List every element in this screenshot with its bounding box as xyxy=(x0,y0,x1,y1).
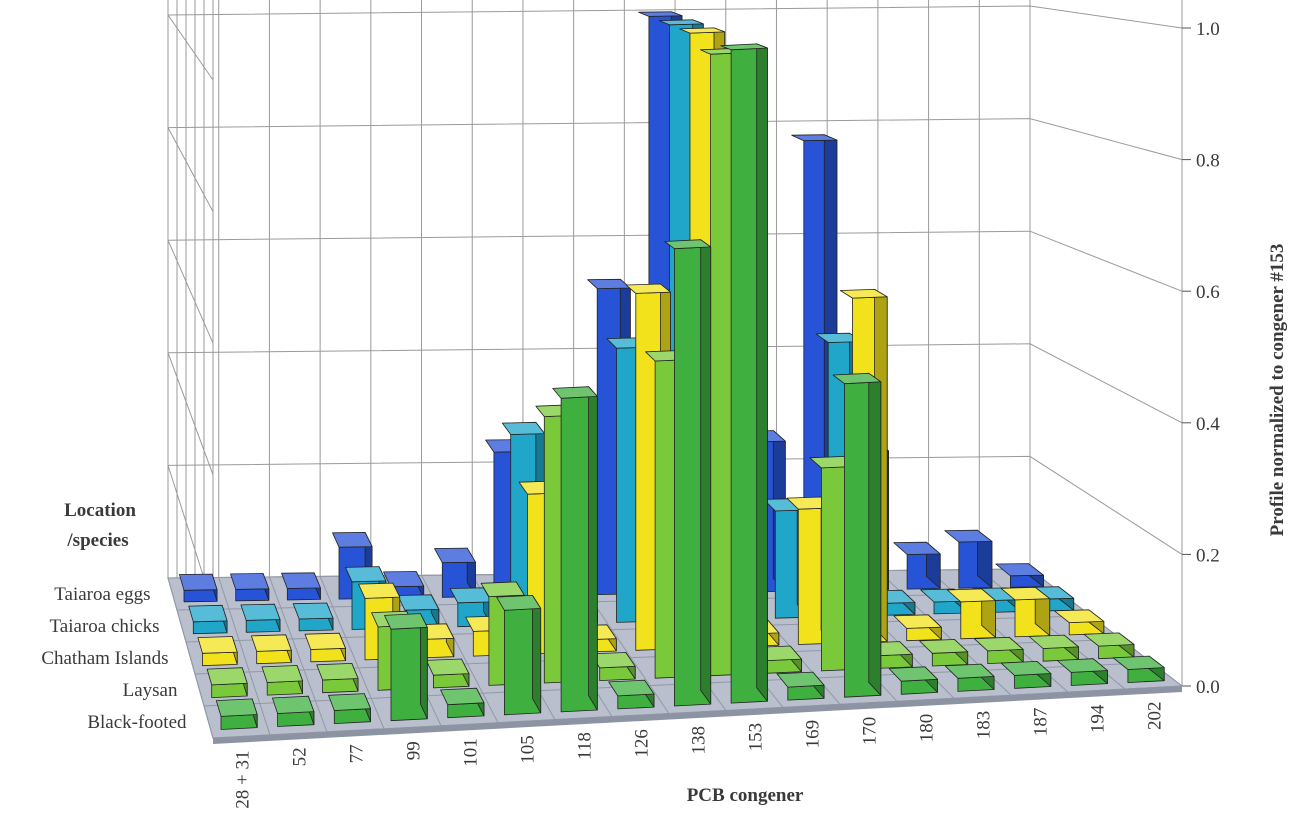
x-tick-label: 169 xyxy=(803,720,824,749)
bar xyxy=(944,529,993,589)
bar xyxy=(250,634,292,665)
x-tick-label: 170 xyxy=(860,717,881,746)
y-tick-label: 0.6 xyxy=(1196,282,1220,303)
floor-gridline xyxy=(268,576,328,733)
bar xyxy=(292,602,334,632)
x-tick-label: 99 xyxy=(404,741,425,760)
x-tick-label: 194 xyxy=(1088,704,1109,733)
bar xyxy=(893,614,942,642)
bar xyxy=(1000,586,1051,638)
y-tick-label: 0.4 xyxy=(1196,414,1220,435)
x-tick-label: 118 xyxy=(575,732,596,760)
bar xyxy=(316,663,359,694)
x-tick-label: 183 xyxy=(974,711,995,740)
bar xyxy=(995,563,1044,588)
bar xyxy=(552,386,598,713)
bar xyxy=(178,573,218,603)
series-label: Black-footed xyxy=(87,712,187,733)
bar xyxy=(281,572,321,601)
bar xyxy=(328,693,372,724)
x-tick-label: 52 xyxy=(290,747,311,766)
bar xyxy=(973,636,1024,664)
y-axis-title: Profile normalized to congener #153 xyxy=(1267,244,1288,537)
bar xyxy=(947,588,996,640)
gridline-horizontal xyxy=(167,5,1183,81)
depth-axis-title-line2: /species xyxy=(66,530,128,551)
depth-axis-title-line1: Location xyxy=(64,500,136,521)
chart-bars xyxy=(178,11,1165,730)
bar xyxy=(240,603,281,633)
floor-edge xyxy=(213,686,1182,744)
series-label: Taiaroa eggs xyxy=(54,584,150,605)
bar xyxy=(425,658,470,689)
bar xyxy=(496,595,542,716)
floor-gridline xyxy=(167,577,214,739)
bar xyxy=(197,636,238,667)
bar xyxy=(832,372,882,698)
tick-labels: 0.00.20.40.60.81.01.228 + 31527799101105… xyxy=(41,19,1220,809)
bar xyxy=(1000,661,1052,689)
bar xyxy=(188,604,228,635)
bar xyxy=(1056,658,1108,686)
bar xyxy=(304,632,346,663)
bar xyxy=(776,671,825,701)
x-tick-label: 187 xyxy=(1031,708,1052,737)
bar xyxy=(230,573,270,602)
bar xyxy=(271,695,315,727)
bar xyxy=(608,679,655,710)
bar xyxy=(1054,609,1105,636)
gridline-horizontal xyxy=(167,230,1183,344)
floor-gridline xyxy=(218,577,271,736)
bar xyxy=(215,698,258,730)
bar xyxy=(919,639,969,667)
bar xyxy=(440,687,485,719)
bar xyxy=(944,663,995,692)
bar xyxy=(1028,634,1079,662)
bar xyxy=(261,665,304,696)
bar xyxy=(893,541,941,590)
bar xyxy=(1112,655,1165,683)
y-tick-label: 0.0 xyxy=(1196,677,1220,698)
bar xyxy=(720,43,768,704)
side-wall xyxy=(168,0,213,738)
floor-gridline xyxy=(319,576,385,730)
y-tick-label: 0.8 xyxy=(1196,151,1220,172)
x-tick-label: 28 + 31 xyxy=(233,751,254,809)
x-axis-title: PCB congener xyxy=(687,785,804,806)
x-tick-label: 202 xyxy=(1145,702,1166,731)
bar xyxy=(888,666,938,695)
x-tick-label: 101 xyxy=(461,738,482,767)
bar xyxy=(664,239,712,707)
y-tick-label: 1.0 xyxy=(1196,19,1220,40)
bar xyxy=(1083,632,1135,660)
x-tick-label: 77 xyxy=(347,744,368,763)
x-tick-label: 153 xyxy=(746,723,767,752)
bar xyxy=(206,667,248,698)
chart-labels: PCB congener Profile normalized to conge… xyxy=(64,244,1288,806)
bar xyxy=(590,652,636,681)
x-tick-label: 180 xyxy=(917,714,938,743)
y-tick-label: 0.2 xyxy=(1196,545,1220,566)
right-wall xyxy=(1030,0,1182,686)
x-tick-label: 105 xyxy=(518,735,539,764)
series-label: Chatham Islands xyxy=(41,648,168,669)
x-tick-label: 126 xyxy=(632,729,653,758)
x-tick-label: 138 xyxy=(689,726,710,755)
series-label: Laysan xyxy=(123,680,178,701)
bar xyxy=(384,613,428,722)
series-label: Taiaroa chicks xyxy=(50,616,160,637)
gridline-horizontal xyxy=(167,118,1183,212)
